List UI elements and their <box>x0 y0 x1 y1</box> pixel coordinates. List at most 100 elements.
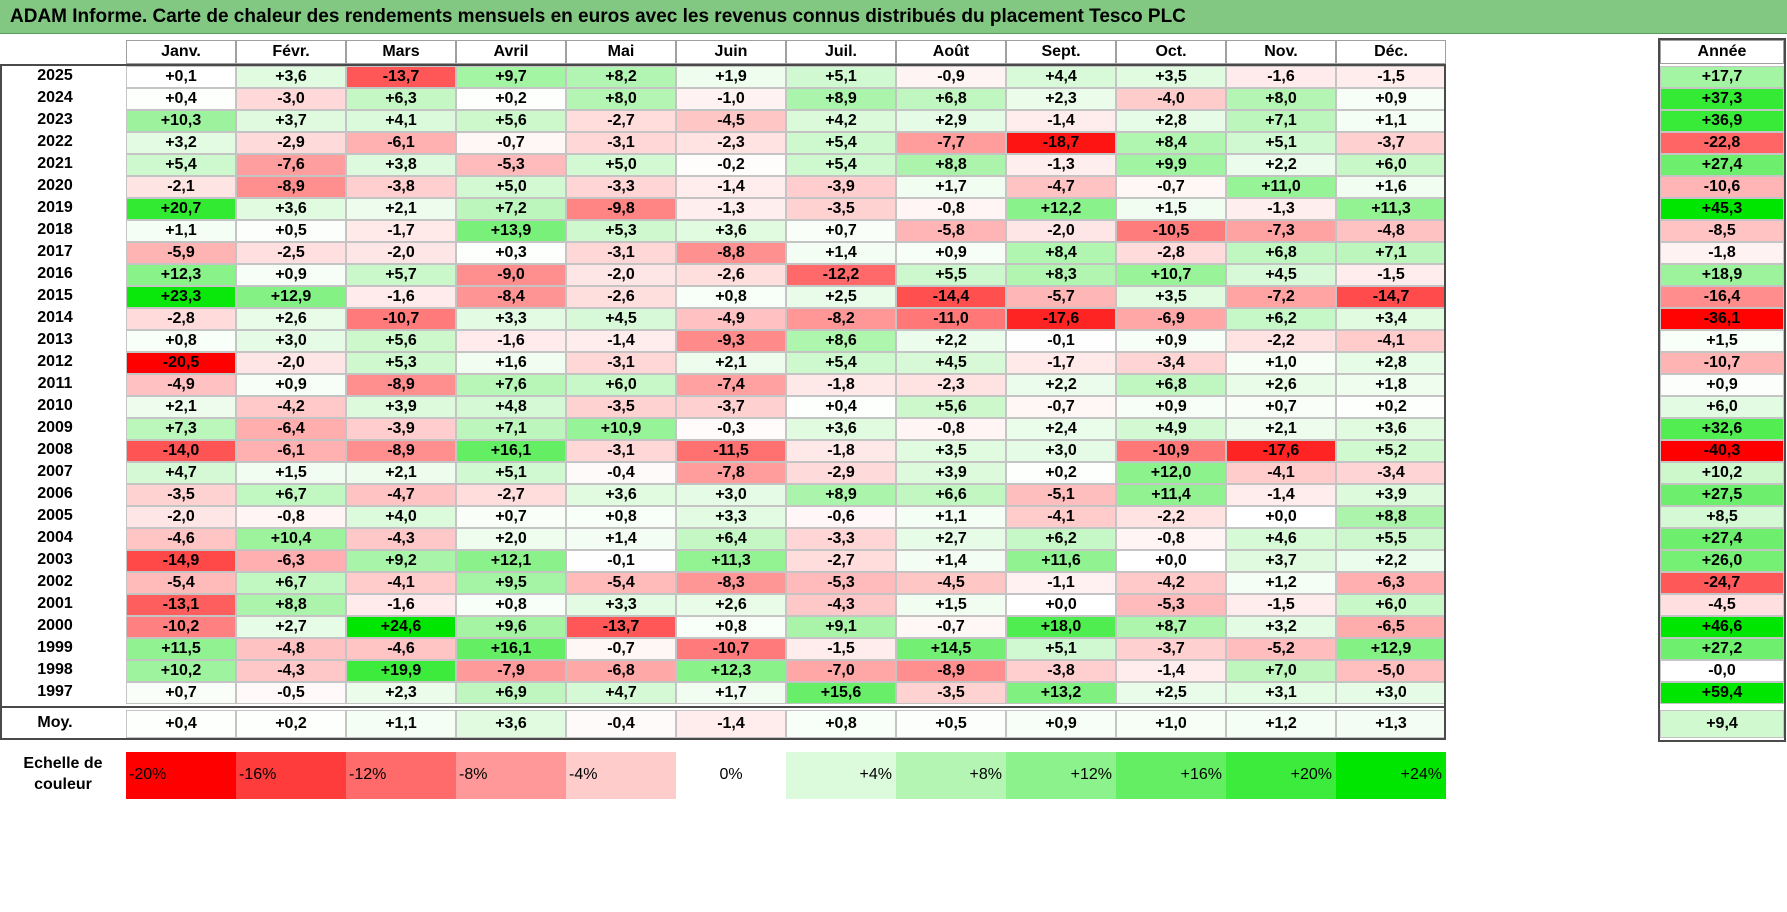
heatmap-cell: +2,1 <box>126 396 236 418</box>
year-total-cell: -4,5 <box>1660 594 1784 616</box>
heatmap-cell: -2,0 <box>236 352 346 374</box>
heatmap-cell: -6,8 <box>566 660 676 682</box>
heatmap-cell: -3,9 <box>786 176 896 198</box>
heatmap-cell: -4,8 <box>236 638 346 660</box>
column-header: Juin <box>676 40 786 64</box>
heatmap-cell: -5,4 <box>126 572 236 594</box>
average-cell: -1,4 <box>676 710 786 738</box>
heatmap-cell: +6,7 <box>236 484 346 506</box>
heatmap-cell: +12,1 <box>456 550 566 572</box>
row-label: 2023 <box>37 111 73 128</box>
heatmap-cell: -2,0 <box>566 264 676 286</box>
row-label: 2012 <box>37 353 73 370</box>
heatmap-cell: +2,7 <box>236 616 346 638</box>
heatmap-cell: +14,5 <box>896 638 1006 660</box>
heatmap-cell: +6,0 <box>1336 154 1446 176</box>
heatmap-cell: +0,9 <box>236 374 346 396</box>
heatmap-cell: -0,8 <box>236 506 346 528</box>
heatmap-cell: +6,9 <box>456 682 566 704</box>
heatmap-cell: +23,3 <box>126 286 236 308</box>
column-header: Févr. <box>236 40 346 64</box>
heatmap-cell: +6,0 <box>1336 594 1446 616</box>
heatmap-cell: +8,8 <box>896 154 1006 176</box>
heatmap-cell: +12,2 <box>1006 198 1116 220</box>
heatmap-cell: +3,3 <box>566 594 676 616</box>
heatmap-cell: +4,1 <box>346 110 456 132</box>
heatmap-cell: -0,7 <box>566 638 676 660</box>
row-label: 2020 <box>37 177 73 194</box>
heatmap-cell: -3,5 <box>896 682 1006 704</box>
heatmap-cell: -3,1 <box>566 352 676 374</box>
heatmap-cell: +4,2 <box>786 110 896 132</box>
year-total-cell: +32,6 <box>1660 418 1784 440</box>
heatmap-cell: -20,5 <box>126 352 236 374</box>
heatmap-cell: -3,0 <box>236 88 346 110</box>
heatmap-cell: -1,8 <box>786 440 896 462</box>
heatmap-cell: -7,8 <box>676 462 786 484</box>
heatmap-cell: +18,0 <box>1006 616 1116 638</box>
heatmap-cell: +3,0 <box>1336 682 1446 704</box>
column-header-year: Année <box>1660 40 1784 64</box>
heatmap-cell: +16,1 <box>456 440 566 462</box>
heatmap-cell: +2,2 <box>1006 374 1116 396</box>
heatmap-cell: -1,0 <box>676 88 786 110</box>
heatmap-cell: +1,5 <box>1116 198 1226 220</box>
heatmap-cell: -7,9 <box>456 660 566 682</box>
heatmap-cell: -1,8 <box>786 374 896 396</box>
row-label: 2001 <box>37 595 73 612</box>
heatmap-cell: +2,1 <box>346 198 456 220</box>
heatmap-cell: -3,1 <box>566 242 676 264</box>
heatmap-cell: -5,9 <box>126 242 236 264</box>
heatmap-cell: -1,5 <box>1336 264 1446 286</box>
year-total-cell: -8,5 <box>1660 220 1784 242</box>
year-total-cell: +17,7 <box>1660 66 1784 88</box>
heatmap-cell: +20,7 <box>126 198 236 220</box>
year-total-cell: -0,0 <box>1660 660 1784 682</box>
heatmap-cell: +6,7 <box>236 572 346 594</box>
heatmap-cell: -0,8 <box>896 198 1006 220</box>
column-header: Nov. <box>1226 40 1336 64</box>
row-label: 2024 <box>37 89 73 106</box>
heatmap-cell: +1,5 <box>896 594 1006 616</box>
column-header: Juil. <box>786 40 896 64</box>
heatmap-cell: +5,1 <box>1226 132 1336 154</box>
average-cell: +1,1 <box>346 710 456 738</box>
heatmap-cell: +8,8 <box>1336 506 1446 528</box>
row-label: 2006 <box>37 485 73 502</box>
heatmap-cell: -1,1 <box>1006 572 1116 594</box>
heatmap-cell: +2,3 <box>346 682 456 704</box>
heatmap-cell: -2,6 <box>566 286 676 308</box>
heatmap-cell: +11,0 <box>1226 176 1336 198</box>
heatmap-cell: +4,8 <box>456 396 566 418</box>
heatmap-cell: +5,0 <box>566 154 676 176</box>
heatmap-cell: -18,7 <box>1006 132 1116 154</box>
row-label: 2015 <box>37 287 73 304</box>
heatmap-cell: -7,0 <box>786 660 896 682</box>
heatmap-cell: -14,9 <box>126 550 236 572</box>
heatmap-cell: +0,0 <box>1116 550 1226 572</box>
legend-swatch: +8% <box>896 752 1006 799</box>
heatmap-cell: +11,3 <box>1336 198 1446 220</box>
average-cell: +0,9 <box>1006 710 1116 738</box>
year-total-cell: +6,0 <box>1660 396 1784 418</box>
heatmap-cell: -6,1 <box>236 440 346 462</box>
column-header: Déc. <box>1336 40 1446 64</box>
heatmap-cell: +9,1 <box>786 616 896 638</box>
heatmap-cell: +3,7 <box>236 110 346 132</box>
average-cell: +0,4 <box>126 710 236 738</box>
heatmap-cell: +7,1 <box>456 418 566 440</box>
heatmap-cell: +8,4 <box>1006 242 1116 264</box>
heatmap-cell: -1,3 <box>1006 154 1116 176</box>
legend-swatch: -16% <box>236 752 346 799</box>
heatmap-cell: +10,9 <box>566 418 676 440</box>
heatmap-cell: +8,8 <box>236 594 346 616</box>
legend-title: Echelle de couleur <box>0 753 126 795</box>
heatmap-cell: +2,2 <box>1226 154 1336 176</box>
heatmap-cell: +0,0 <box>1226 506 1336 528</box>
legend-swatch: +20% <box>1226 752 1336 799</box>
heatmap-cell: +8,4 <box>1116 132 1226 154</box>
heatmap-cell: +0,2 <box>1336 396 1446 418</box>
heatmap-cell: -3,8 <box>1006 660 1116 682</box>
year-total-cell: +8,5 <box>1660 506 1784 528</box>
row-label: 1999 <box>37 639 73 656</box>
